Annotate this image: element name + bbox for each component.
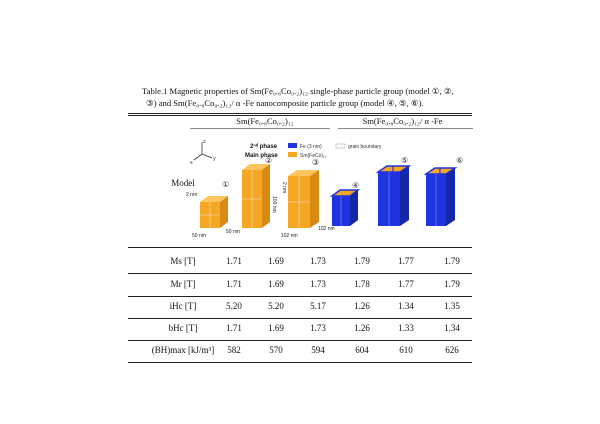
caption-line-2: ③) and Sm(Fe₀.₈Co₀.₂)₁₂/ α -Fe nanocompo… <box>146 98 424 108</box>
axis-x-label: x <box>190 160 193 166</box>
value-cell: 1.77 <box>398 279 414 289</box>
value-cell: 1.73 <box>310 256 326 266</box>
value-cell: 626 <box>445 345 459 355</box>
dim-h100: 100 nm <box>271 196 277 213</box>
row-label: (BH)max [kJ/m³] <box>151 345 215 355</box>
header-underline-single <box>190 128 330 129</box>
model-2-number: ② <box>265 156 272 165</box>
value-cell: 594 <box>311 345 325 355</box>
legend-fe-label: Fe (3 nm) <box>300 144 322 150</box>
value-cell: 1.34 <box>398 301 414 311</box>
dim-w50-b: 50 nm <box>226 229 240 235</box>
value-cell: 1.77 <box>398 256 414 266</box>
model-6-number: ⑥ <box>456 156 463 165</box>
model-5-prism <box>375 165 412 226</box>
model-illustration: z y x 2ⁿᵈ phase Main phase Fe (3 nm) Sm(… <box>186 139 463 239</box>
dim-w50-a: 50 nm <box>192 233 206 239</box>
row-divider <box>128 296 472 297</box>
model-6-prism <box>423 167 458 226</box>
axis-y-label: y <box>213 156 216 162</box>
dim-gb-2: 2 nm <box>281 182 287 193</box>
table-caption: Table.1 Magnetic properties of Sm(Fe₀.₈C… <box>142 85 472 109</box>
table-top-rule <box>128 113 472 114</box>
table-bottom-rule <box>128 362 472 363</box>
value-cell: 5.17 <box>310 301 326 311</box>
dim-w102: 102 nm <box>281 233 298 239</box>
row-label: iHc [T] <box>169 301 197 311</box>
value-cell: 1.69 <box>268 256 284 266</box>
axis-triad <box>193 142 213 161</box>
model-3-prism <box>288 170 319 228</box>
value-cell: 5.20 <box>226 301 242 311</box>
row-divider <box>128 273 472 274</box>
value-cell: 1.69 <box>268 323 284 333</box>
row-label-model: Model <box>171 178 195 188</box>
legend-gb-swatch <box>335 143 346 149</box>
value-cell: 1.34 <box>444 323 460 333</box>
value-cell: 1.71 <box>226 256 242 266</box>
model-4-number: ④ <box>352 181 359 190</box>
header-underline-nano <box>338 128 473 129</box>
legend-main-phase: Main phase <box>245 153 278 159</box>
row-divider-model <box>128 247 472 248</box>
row-label: bHc [T] <box>168 323 198 333</box>
value-cell: 1.73 <box>310 323 326 333</box>
row-label: Mr [T] <box>170 279 196 289</box>
value-cell: 582 <box>227 345 241 355</box>
dim-gb-1: 2 nm <box>186 192 197 198</box>
model-5-number: ⑤ <box>401 156 408 165</box>
legend-fe-swatch <box>288 143 297 148</box>
table-top-rule-2 <box>128 115 472 116</box>
model-1-number: ① <box>222 180 229 189</box>
legend-gb-label: grain boundary <box>348 144 382 150</box>
value-cell: 1.79 <box>444 279 460 289</box>
value-cell: 610 <box>399 345 413 355</box>
model-3-number: ③ <box>312 158 319 167</box>
value-cell: 1.26 <box>354 323 370 333</box>
axis-z-label: z <box>203 139 206 145</box>
header-single-phase: Sm(Fe₀.₈Co₀.₂)₁₂ <box>236 116 294 126</box>
value-cell: 5.20 <box>268 301 284 311</box>
value-cell: 1.79 <box>444 256 460 266</box>
row-divider <box>128 340 472 341</box>
value-cell: 1.71 <box>226 279 242 289</box>
caption-line-1: Table.1 Magnetic properties of Sm(Fe₀.₈C… <box>142 86 454 96</box>
model-1-cube <box>200 196 228 228</box>
model-4-cube <box>329 189 361 226</box>
value-cell: 1.26 <box>354 301 370 311</box>
value-cell: 604 <box>355 345 369 355</box>
value-cell: 1.33 <box>398 323 414 333</box>
legend-smfeco-swatch <box>288 152 297 157</box>
value-cell: 570 <box>269 345 283 355</box>
row-label: Ms [T] <box>170 256 196 266</box>
header-nanocomposite: Sm(Fe₀.₈Co₀.₂)₁₂/ α -Fe <box>362 116 443 126</box>
legend-second-phase: 2ⁿᵈ phase <box>250 143 278 150</box>
value-cell: 1.71 <box>226 323 242 333</box>
row-divider <box>128 318 472 319</box>
value-cell: 1.69 <box>268 279 284 289</box>
legend-smfeco-label: Sm(FeCo)₁₂ <box>300 153 327 159</box>
dim-w102-b: 102 nm <box>318 226 335 232</box>
value-cell: 1.78 <box>354 279 370 289</box>
value-cell: 1.73 <box>310 279 326 289</box>
model-2-prism <box>242 164 270 228</box>
value-cell: 1.79 <box>354 256 370 266</box>
value-cell: 1.35 <box>444 301 460 311</box>
